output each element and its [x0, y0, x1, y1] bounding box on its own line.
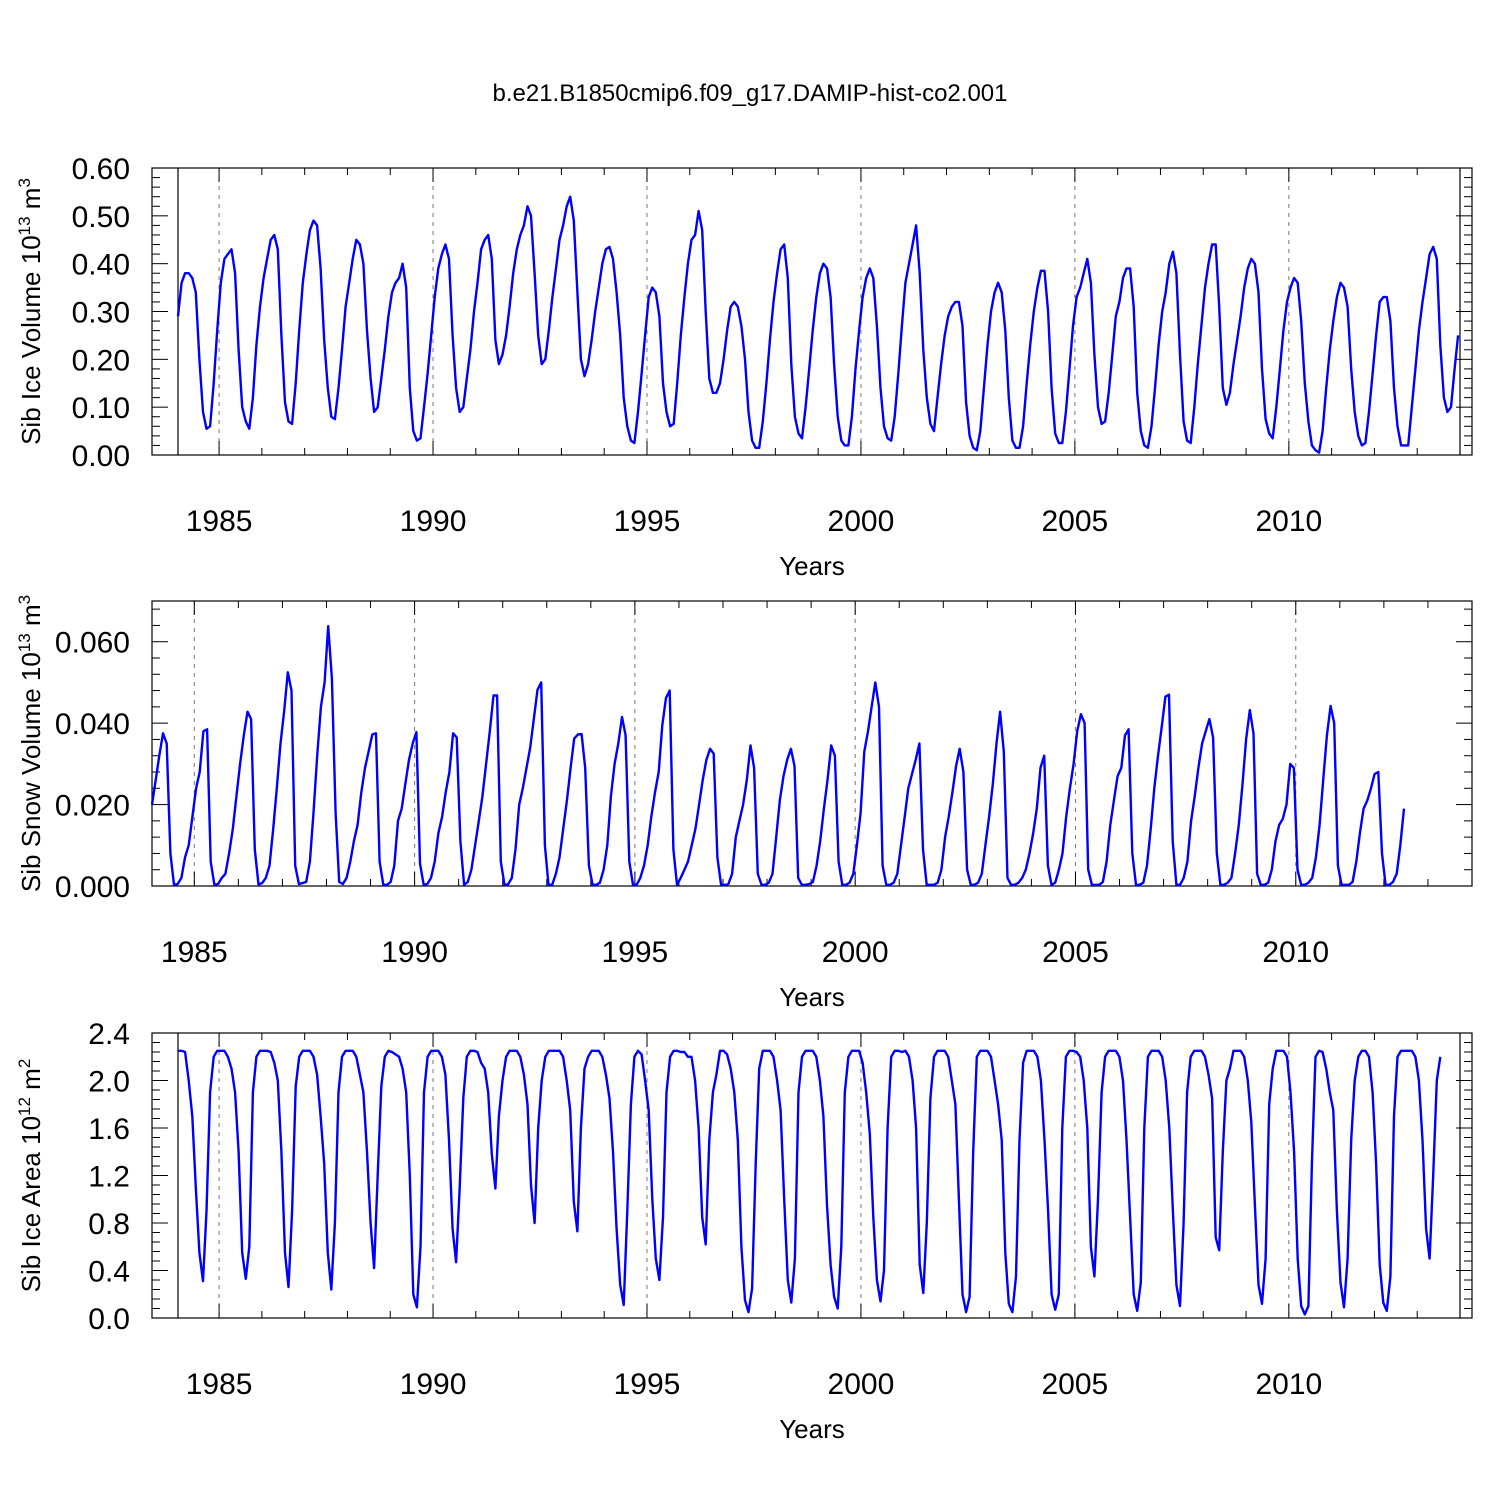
- y-axis-title-text: m: [16, 604, 46, 633]
- y-tick-label: 0.20: [72, 344, 130, 377]
- y-tick-label: 0.060: [55, 627, 130, 660]
- y-tick-label: 0.60: [72, 153, 130, 186]
- y-tick-label: 0.8: [88, 1208, 130, 1241]
- x-tick-label: 2010: [1255, 1368, 1322, 1401]
- y-tick-label: 0.0: [88, 1303, 130, 1336]
- x-tick-label: 2000: [822, 936, 889, 969]
- y-axis-title-superscript: 3: [15, 178, 34, 187]
- y-tick-label: 0.000: [55, 871, 130, 904]
- y-tick-label: 0.10: [72, 392, 130, 425]
- panel-ice-area: 0.0 0.4 0.8 1.2 1.6 2.0 2.4 1985 1990 1995 2000 200…: [15, 1018, 1473, 1444]
- x-tick-label: 1985: [186, 1368, 253, 1401]
- y-axis-title-superscript: 13: [15, 633, 34, 652]
- y-axis-title: Sib Ice Area 1012 m2: [15, 1059, 46, 1293]
- x-tick-label: 2000: [828, 1368, 895, 1401]
- series-line: [176, 195, 1460, 454]
- x-axis-title: Years: [779, 982, 845, 1012]
- panel-snow-volume: 0.000 0.020 0.040 0.060 1985 1990 1995 2000 2005…: [15, 595, 1473, 1012]
- y-tick-label: 0.4: [88, 1256, 130, 1289]
- y-tick-label: 0.020: [55, 790, 130, 823]
- x-tick-label: 1995: [614, 505, 681, 538]
- y-tick-label: 2.0: [88, 1066, 130, 1099]
- x-axis-title: Years: [779, 1414, 845, 1444]
- plot-frame: [151, 167, 1473, 456]
- y-axis-title-text: m: [16, 188, 46, 217]
- page-title: b.e21.B1850cmip6.f09_g17.DAMIP-hist-co2.…: [492, 80, 1008, 107]
- x-tick-label: 1995: [602, 936, 669, 969]
- y-axis-title-superscript: 13: [15, 216, 34, 235]
- y-tick-label: 0.00: [72, 440, 130, 473]
- series-line: [178, 1049, 1442, 1316]
- x-tick-label: 2010: [1255, 505, 1322, 538]
- x-tick-label: 2005: [1042, 936, 1109, 969]
- plot-frame: [151, 1032, 1473, 1319]
- panel-ice-volume: 0.00 0.10 0.20 0.30 0.40 0.50 0.60 1985 1990 1995…: [15, 153, 1473, 581]
- y-tick-label: 0.50: [72, 201, 130, 234]
- y-axis-title: Sib Ice Volume 1013 m3: [15, 178, 46, 445]
- y-axis-title-text: Sib Snow Volume 10: [16, 652, 46, 892]
- x-tick-label: 2005: [1042, 505, 1109, 538]
- y-axis-title-text: m: [16, 1068, 46, 1097]
- y-tick-label: 1.6: [88, 1113, 130, 1146]
- y-tick-label: 0.30: [72, 297, 130, 330]
- x-tick-label: 2005: [1042, 1368, 1109, 1401]
- x-tick-label: 2010: [1262, 936, 1329, 969]
- x-axis-title: Years: [779, 551, 845, 581]
- x-tick-label: 1985: [161, 936, 228, 969]
- y-axis-title-text: Sib Ice Volume 10: [16, 235, 46, 445]
- y-axis-title: Sib Snow Volume 1013 m3: [15, 595, 46, 892]
- y-tick-label: 1.2: [88, 1161, 130, 1194]
- plot-frame: [151, 600, 1473, 887]
- y-axis-title-superscript: 12: [15, 1097, 34, 1116]
- y-tick-label: 0.40: [72, 249, 130, 282]
- y-axis-title-text: Sib Ice Area 10: [16, 1116, 46, 1292]
- x-tick-label: 1985: [186, 505, 253, 538]
- y-axis-title-superscript: 3: [15, 595, 34, 604]
- x-tick-label: 1990: [400, 1368, 467, 1401]
- x-tick-label: 1990: [381, 936, 448, 969]
- y-tick-label: 0.040: [55, 708, 130, 741]
- y-tick-label: 2.4: [88, 1018, 130, 1051]
- x-tick-label: 2000: [828, 505, 895, 538]
- series-line: [150, 625, 1406, 886]
- x-tick-label: 1995: [614, 1368, 681, 1401]
- x-tick-label: 1990: [400, 505, 467, 538]
- y-axis-title-superscript: 2: [15, 1059, 34, 1068]
